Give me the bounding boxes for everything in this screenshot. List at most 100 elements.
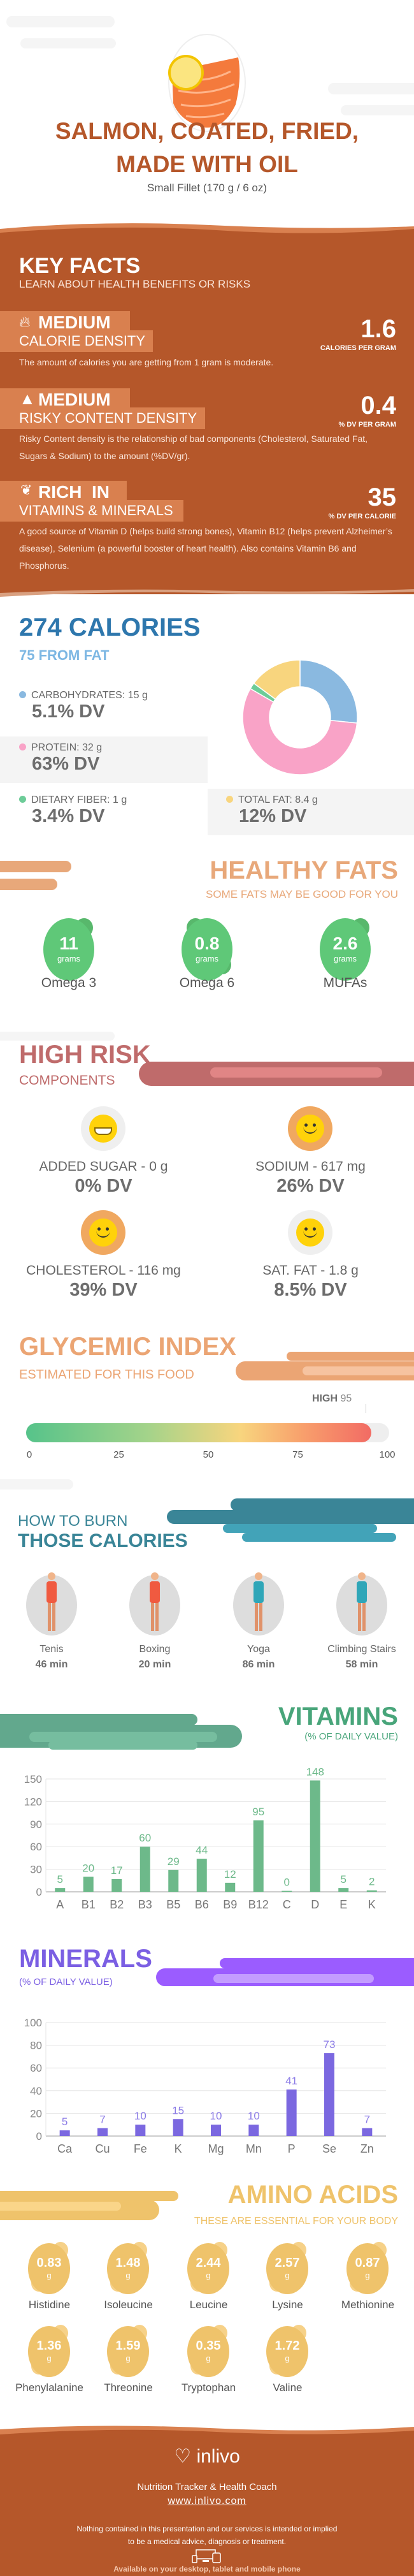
bar-A [55, 1888, 66, 1892]
fact-value: 1.6 [360, 315, 396, 343]
decorative-stripes [0, 2191, 178, 2201]
bar-Zn [362, 2128, 373, 2136]
disclaimer: Nothing contained in this presentation a… [0, 2522, 414, 2548]
boxer-icon [147, 1567, 162, 1637]
bar-Ca [59, 2130, 70, 2136]
bar-value-label: 0 [284, 1877, 290, 1889]
fat-label: Omega 6 [179, 976, 235, 990]
amino-value: 2.44 [196, 2256, 221, 2270]
fact-description: A good source of Vitamin D (helps build … [19, 526, 392, 571]
bar-K [173, 2119, 183, 2136]
decorative-stripes [6, 16, 115, 27]
decorative-stripes [242, 1533, 396, 1542]
decorative-stripes [0, 2202, 121, 2211]
bar-value-label: 7 [364, 2114, 370, 2126]
bar-value-label: 44 [196, 1844, 208, 1856]
tagline: Nutrition Tracker & Health Coach [137, 2482, 277, 2492]
x-tick-label: B2 [110, 1898, 124, 1911]
key-facts-subtitle: LEARN ABOUT HEALTH BENEFITS OR RISKS [19, 278, 251, 290]
key-facts-title: KEY FACTS [19, 254, 141, 278]
healthy-fats-subtitle: SOME FATS MAY BE GOOD FOR YOU [206, 888, 398, 900]
page-title-line1: SALMON, COATED, FRIED, [55, 118, 359, 144]
macro-dv: 3.4% DV [32, 806, 105, 826]
page-title-line2: MADE WITH OIL [116, 151, 298, 177]
amino-label: Phenylalanine [15, 2382, 83, 2394]
amino-unit: g [46, 2271, 52, 2280]
minerals-title: MINERALS [19, 1945, 152, 1973]
x-tick-label: B3 [138, 1898, 152, 1911]
x-tick-label: B5 [166, 1898, 180, 1911]
macro-dv: 5.1% DV [32, 701, 105, 722]
amino-value: 1.48 [115, 2256, 141, 2270]
disclaimer-line: Nothing contained in this presentation a… [76, 2524, 338, 2533]
availability-note: Available on your desktop, tablet and mo… [113, 2565, 301, 2573]
fat-unit: grams [57, 954, 81, 963]
x-tick-label: Zn [360, 2142, 374, 2155]
glycemic-subtitle: ESTIMATED FOR THIS FOOD [19, 1368, 194, 1382]
fat-badge: 0.8 grams [182, 918, 232, 981]
amino-badge: 1.59 g [107, 2326, 149, 2377]
fact-label: CALORIE DENSITY [19, 333, 146, 349]
risk-dv: 26% DV [276, 1176, 345, 1196]
bar-D [310, 1780, 320, 1892]
y-tick-label: 100 [24, 2017, 42, 2029]
bar-B9 [225, 1882, 236, 1892]
fact-unit: % DV PER CALORIE [328, 513, 396, 520]
bar-value-label: 12 [224, 1868, 236, 1880]
x-tick-label: K [175, 2142, 182, 2155]
fact-label: RISKY CONTENT DENSITY [19, 410, 197, 426]
smile-face-icon [288, 1106, 332, 1151]
yoga-pose-icon [251, 1567, 266, 1637]
amino-unit: g [285, 2353, 290, 2363]
activity-time: 86 min [242, 1659, 275, 1670]
glycemic-readout: HIGH 95 [312, 1393, 352, 1405]
decorative-stripes [210, 1067, 382, 1078]
smile-face-icon [81, 1210, 125, 1255]
fat-value: 11 [59, 933, 78, 953]
activity-label: Tenis [39, 1644, 64, 1655]
y-tick-label: 150 [24, 1773, 42, 1785]
bar-B1 [83, 1877, 94, 1892]
bar-value-label: 10 [210, 2110, 222, 2122]
bar-value-label: 7 [99, 2114, 105, 2126]
amino-badge: 1.36 g [28, 2326, 70, 2377]
activity-label: Boxing [139, 1644, 171, 1655]
amino-value: 1.72 [275, 2339, 300, 2353]
grin-face-icon [81, 1106, 125, 1151]
macro-dv: 63% DV [32, 754, 100, 774]
salmon-image [168, 34, 246, 132]
fact-value: 35 [368, 483, 397, 511]
bar-B2 [111, 1878, 122, 1892]
macro-fiber: DIETARY FIBER: 1 g 3.4% DV [19, 794, 127, 827]
macro-label: PROTEIN: 32 g [31, 742, 103, 753]
decorative-stripes [0, 879, 57, 890]
minerals-bar-chart: 0 20 40 60 80 100 5 Ca 7 Cu 10 Fe 15 K 10 Mg 10 Mn 41 P 73 Se… [24, 2017, 386, 2155]
amino-unit: g [46, 2353, 52, 2363]
activity-time: 46 min [35, 1659, 68, 1670]
macro-label: CARBOHYDRATES: 15 g [31, 690, 148, 701]
bar-value-label: 5 [341, 1873, 346, 1885]
devices-icon [192, 2549, 221, 2563]
decorative-stripes [287, 1352, 414, 1361]
amino-unit: g [125, 2271, 131, 2280]
glycemic-value: 95 [340, 1393, 352, 1404]
fat-unit: grams [333, 954, 357, 963]
risk-label: ADDED SUGAR - 0 g [39, 1159, 168, 1174]
decorative-stripes [341, 105, 414, 115]
amino-badge: 0.87 g [346, 2243, 389, 2294]
amino-label: Leucine [189, 2299, 228, 2311]
amino-subtitle: THESE ARE ESSENTIAL FOR YOUR BODY [194, 2216, 398, 2227]
bar-Mg [211, 2125, 221, 2136]
minerals-subtitle: (% OF DAILY VALUE) [19, 1977, 113, 1987]
decorative-stripes [167, 1510, 414, 1524]
macro-highlight [0, 736, 208, 783]
risk-label: SODIUM - 617 mg [255, 1159, 366, 1174]
risk-dv: 8.5% DV [274, 1280, 347, 1300]
x-tick-label: Fe [134, 2142, 147, 2155]
decorative-stripes [328, 83, 414, 94]
decorative-stripes [0, 1032, 115, 1041]
macro-highlight [208, 789, 414, 835]
healthy-fat-item: 2.6 grams MUFAs [307, 912, 383, 995]
website-link[interactable]: www.inlivo.com [168, 2496, 246, 2506]
calories-title: 274 CALORIES [19, 613, 201, 641]
